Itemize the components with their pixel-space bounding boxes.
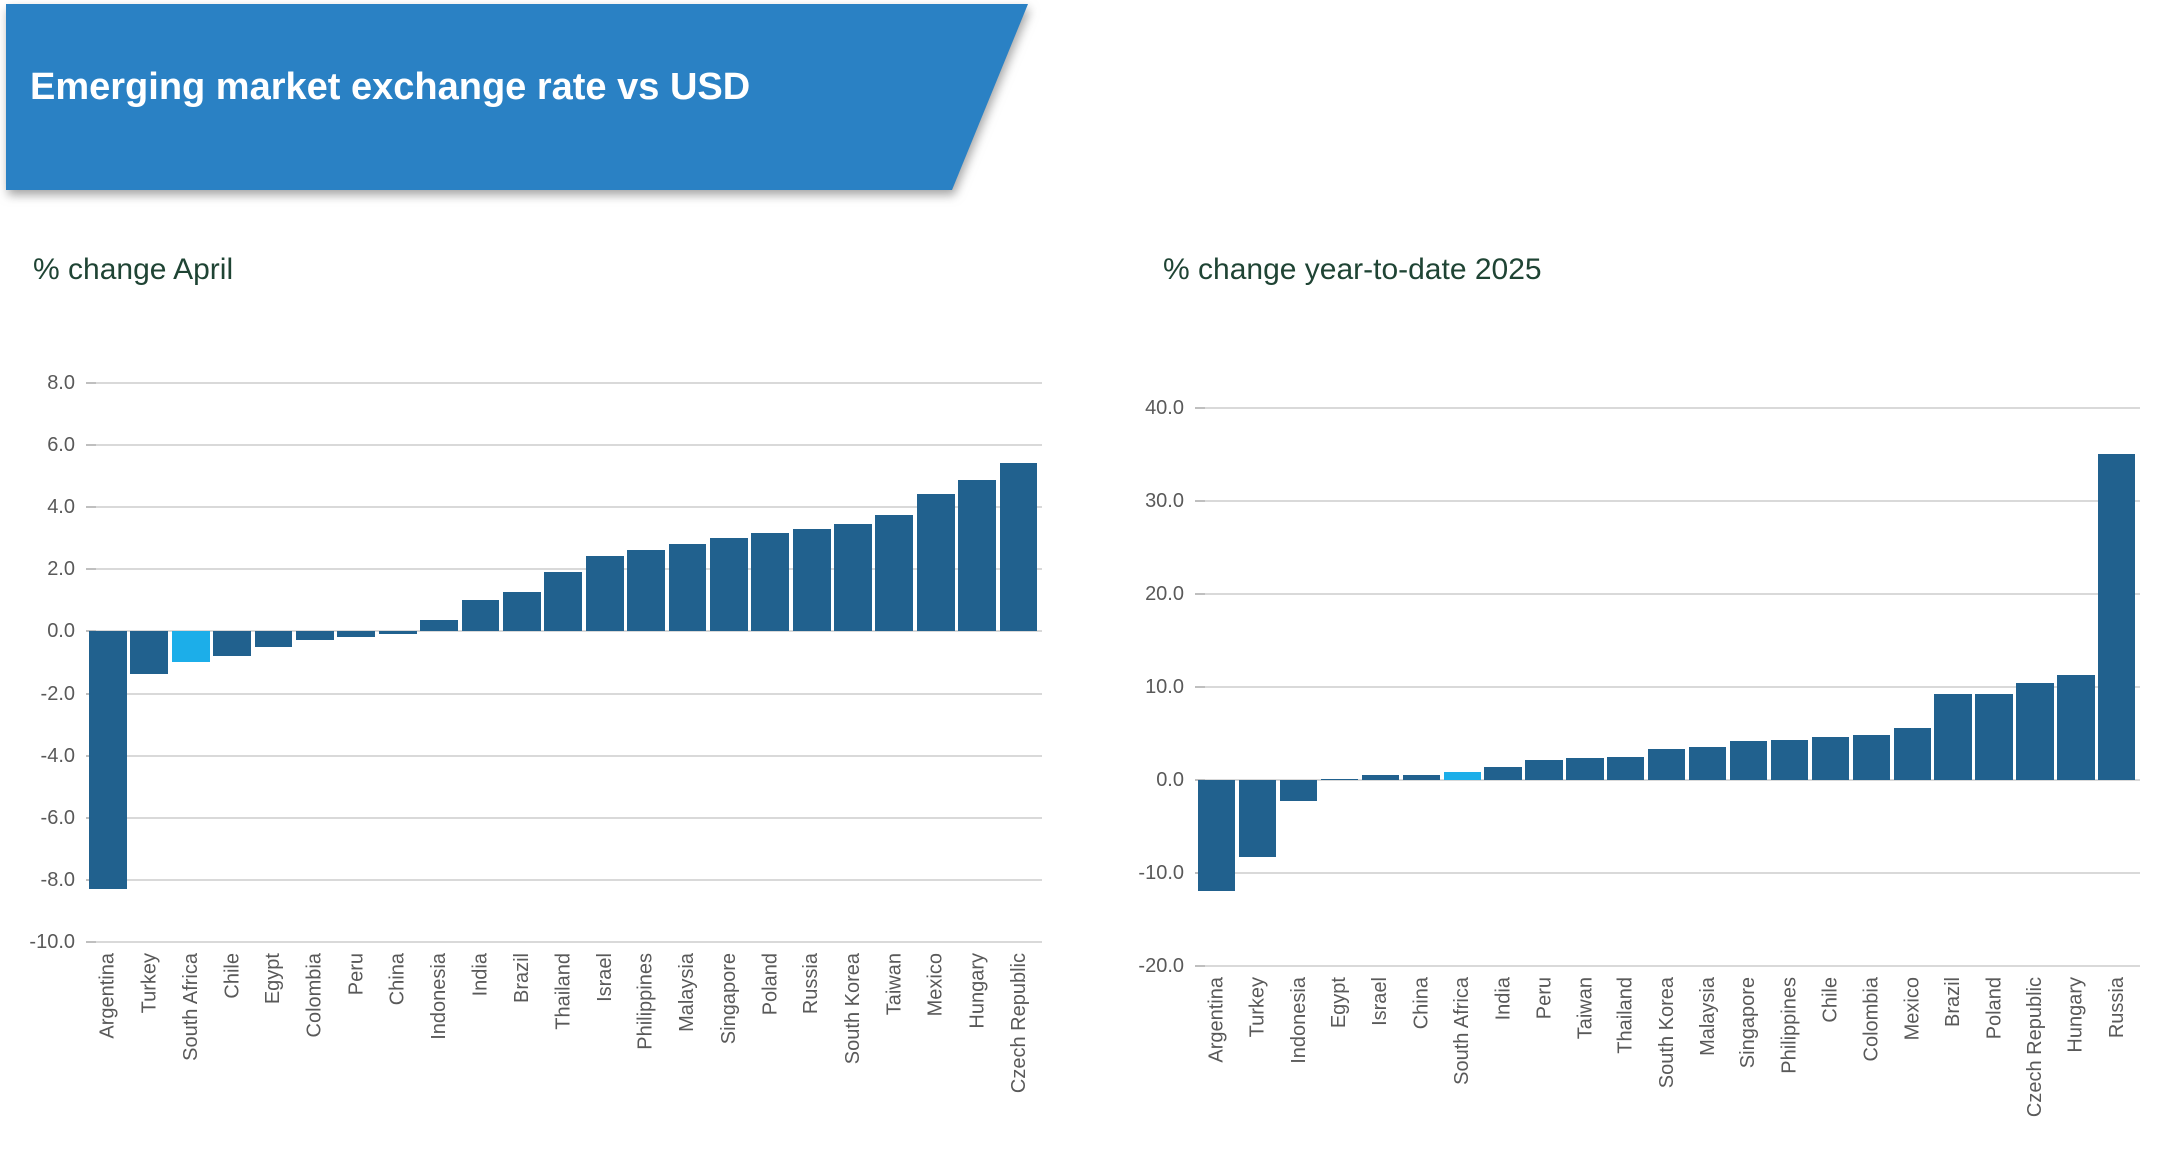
y-axis-tick <box>86 444 96 446</box>
bar-thailand <box>544 572 583 632</box>
y-axis-tick <box>86 506 96 508</box>
bar-russia <box>2098 454 2136 780</box>
bar-mexico <box>916 494 955 632</box>
y-axis-tick <box>1195 500 1205 502</box>
y-gridline <box>88 382 1042 384</box>
y-axis-tick <box>1195 965 1205 967</box>
bar-india <box>461 600 500 632</box>
bar-czech-republic <box>999 463 1038 632</box>
y-gridline <box>1197 965 2140 967</box>
y-axis-tick <box>1195 686 1205 688</box>
bar-malaysia <box>1689 747 1727 780</box>
bar-peru <box>1525 760 1563 780</box>
y-tick-label: 2.0 <box>47 558 75 580</box>
y-tick-label: 20.0 <box>1145 583 1184 605</box>
y-tick-label: -6.0 <box>40 807 75 829</box>
y-axis-tick <box>86 382 96 384</box>
bar-israel <box>1361 775 1400 780</box>
bar-brazil <box>1934 694 1972 780</box>
bar-china <box>1402 775 1440 780</box>
y-axis-tick <box>86 941 96 943</box>
y-gridline <box>1197 500 2140 502</box>
y-tick-label: 8.0 <box>47 372 75 394</box>
y-axis-tick <box>1195 407 1205 409</box>
bar-indonesia <box>1279 780 1318 801</box>
bar-taiwan <box>875 515 914 632</box>
bar-hungary <box>958 480 997 632</box>
bar-malaysia <box>668 544 707 632</box>
y-gridline <box>1197 686 2140 688</box>
y-tick-label: -2.0 <box>40 683 75 705</box>
bar-taiwan <box>1566 758 1604 780</box>
y-axis-tick <box>86 630 96 632</box>
bar-china <box>378 631 417 635</box>
bar-singapore <box>709 538 748 632</box>
bar-turkey <box>1238 780 1277 857</box>
bar-south-korea <box>834 524 872 632</box>
chart-april-title: % change April <box>33 253 234 286</box>
bar-egypt <box>1320 779 1359 780</box>
y-gridline <box>88 506 1042 508</box>
bar-peru <box>337 631 376 638</box>
y-gridline <box>1197 779 2140 781</box>
bar-indonesia <box>420 620 458 632</box>
y-tick-label: -4.0 <box>40 745 75 767</box>
bar-india <box>1484 767 1522 780</box>
bar-poland <box>1975 694 2013 780</box>
y-tick-label: 4.0 <box>47 496 75 518</box>
y-tick-label: 10.0 <box>1145 676 1184 698</box>
y-gridline <box>1197 593 2140 595</box>
y-tick-label: 40.0 <box>1145 397 1184 419</box>
y-tick-label: 30.0 <box>1145 490 1184 512</box>
y-gridline <box>88 941 1042 943</box>
y-gridline <box>88 693 1042 695</box>
bar-argentina <box>1198 780 1236 891</box>
page-title: Emerging market exchange rate vs USD <box>30 66 751 108</box>
y-tick-label: -10.0 <box>1138 862 1184 884</box>
bar-philippines <box>627 550 665 632</box>
bar-colombia <box>296 631 334 641</box>
y-gridline <box>88 568 1042 570</box>
bar-chile <box>213 631 252 657</box>
bar-russia <box>792 529 831 632</box>
y-gridline <box>88 444 1042 446</box>
bar-egypt <box>254 631 293 648</box>
bar-thailand <box>1607 757 1645 780</box>
y-gridline <box>1197 872 2140 874</box>
y-tick-label: 0.0 <box>47 620 75 642</box>
bar-hungary <box>2057 675 2095 780</box>
bar-philippines <box>1770 740 1809 780</box>
header-banner: Emerging market exchange rate vs USD <box>6 4 1028 190</box>
y-tick-label: -8.0 <box>40 869 75 891</box>
y-axis-tick <box>86 568 96 570</box>
bar-south-korea <box>1648 749 1686 780</box>
y-gridline <box>88 755 1042 757</box>
bar-south-africa <box>1443 772 1481 780</box>
chart-ytd-2025-title: % change year-to-date 2025 <box>1163 253 1542 286</box>
y-gridline <box>1197 407 2140 409</box>
bar-singapore <box>1729 741 1768 780</box>
bar-israel <box>585 556 624 632</box>
bar-colombia <box>1852 735 1890 780</box>
bar-turkey <box>130 631 169 675</box>
y-gridline <box>88 817 1042 819</box>
bar-poland <box>751 533 790 632</box>
y-tick-label: -10.0 <box>29 931 75 953</box>
bar-brazil <box>502 592 541 632</box>
header-banner-shape <box>6 4 1028 190</box>
y-axis-tick <box>1195 593 1205 595</box>
y-tick-label: 0.0 <box>1156 769 1184 791</box>
y-gridline <box>88 879 1042 881</box>
bar-czech-republic <box>2016 683 2054 780</box>
bar-argentina <box>89 631 127 890</box>
bar-chile <box>1811 737 1850 780</box>
bar-mexico <box>1893 728 1931 780</box>
y-tick-label: 6.0 <box>47 434 75 456</box>
bar-south-africa <box>171 631 210 663</box>
y-tick-label: -20.0 <box>1138 955 1184 977</box>
